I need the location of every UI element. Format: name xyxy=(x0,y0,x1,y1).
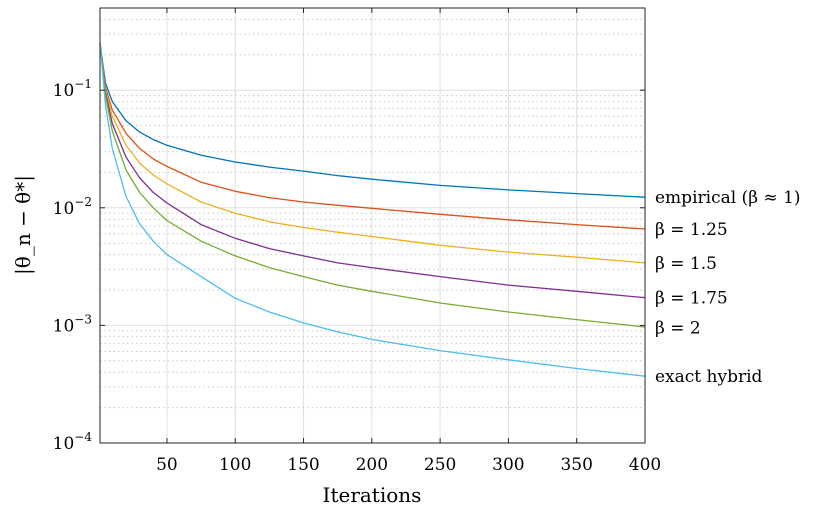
x-tick-label: 350 xyxy=(560,455,592,475)
series-line-2 xyxy=(99,43,646,230)
y-tick-label: 10−1 xyxy=(53,77,92,101)
y-axis: 10−1 10−2 10−3 10−4 xyxy=(53,77,645,454)
series-line-5 xyxy=(99,43,646,328)
x-tick-label: 150 xyxy=(287,455,319,475)
series-label-6: exact hybrid xyxy=(655,367,763,387)
series-line-6 xyxy=(99,43,646,377)
series-label-5: β = 2 xyxy=(655,319,701,339)
x-tick-label: 200 xyxy=(356,455,388,475)
x-tick-label: 400 xyxy=(629,455,661,475)
y-tick-label: 10−2 xyxy=(53,195,92,219)
y-axis-title: |θ_n − θ*| xyxy=(11,175,36,275)
series-line-3 xyxy=(99,43,646,264)
series-label-4: β = 1.75 xyxy=(655,289,728,309)
plot-frame xyxy=(99,7,646,444)
x-tick-label: 250 xyxy=(424,455,456,475)
series-label-3: β = 1.5 xyxy=(655,254,717,274)
x-tick-label: 50 xyxy=(156,455,178,475)
series-label-1: empirical (β ≈ 1) xyxy=(655,188,801,208)
grid-lines xyxy=(100,7,645,444)
series-line-4 xyxy=(99,43,646,299)
x-tick-label: 300 xyxy=(492,455,524,475)
series-labels: empirical (β ≈ 1) β = 1.25 β = 1.5 β = 1.75… xyxy=(655,188,801,387)
x-axis-title: Iterations xyxy=(323,483,422,507)
x-axis: 50 100 150 200 250 300 350 400 xyxy=(156,8,661,475)
x-tick-label: 100 xyxy=(219,455,251,475)
y-tick-label: 10−4 xyxy=(53,430,93,454)
series-layer xyxy=(99,43,646,377)
y-tick-label: 10−3 xyxy=(53,312,92,336)
series-line-1 xyxy=(99,43,646,198)
series-label-2: β = 1.25 xyxy=(655,220,728,240)
